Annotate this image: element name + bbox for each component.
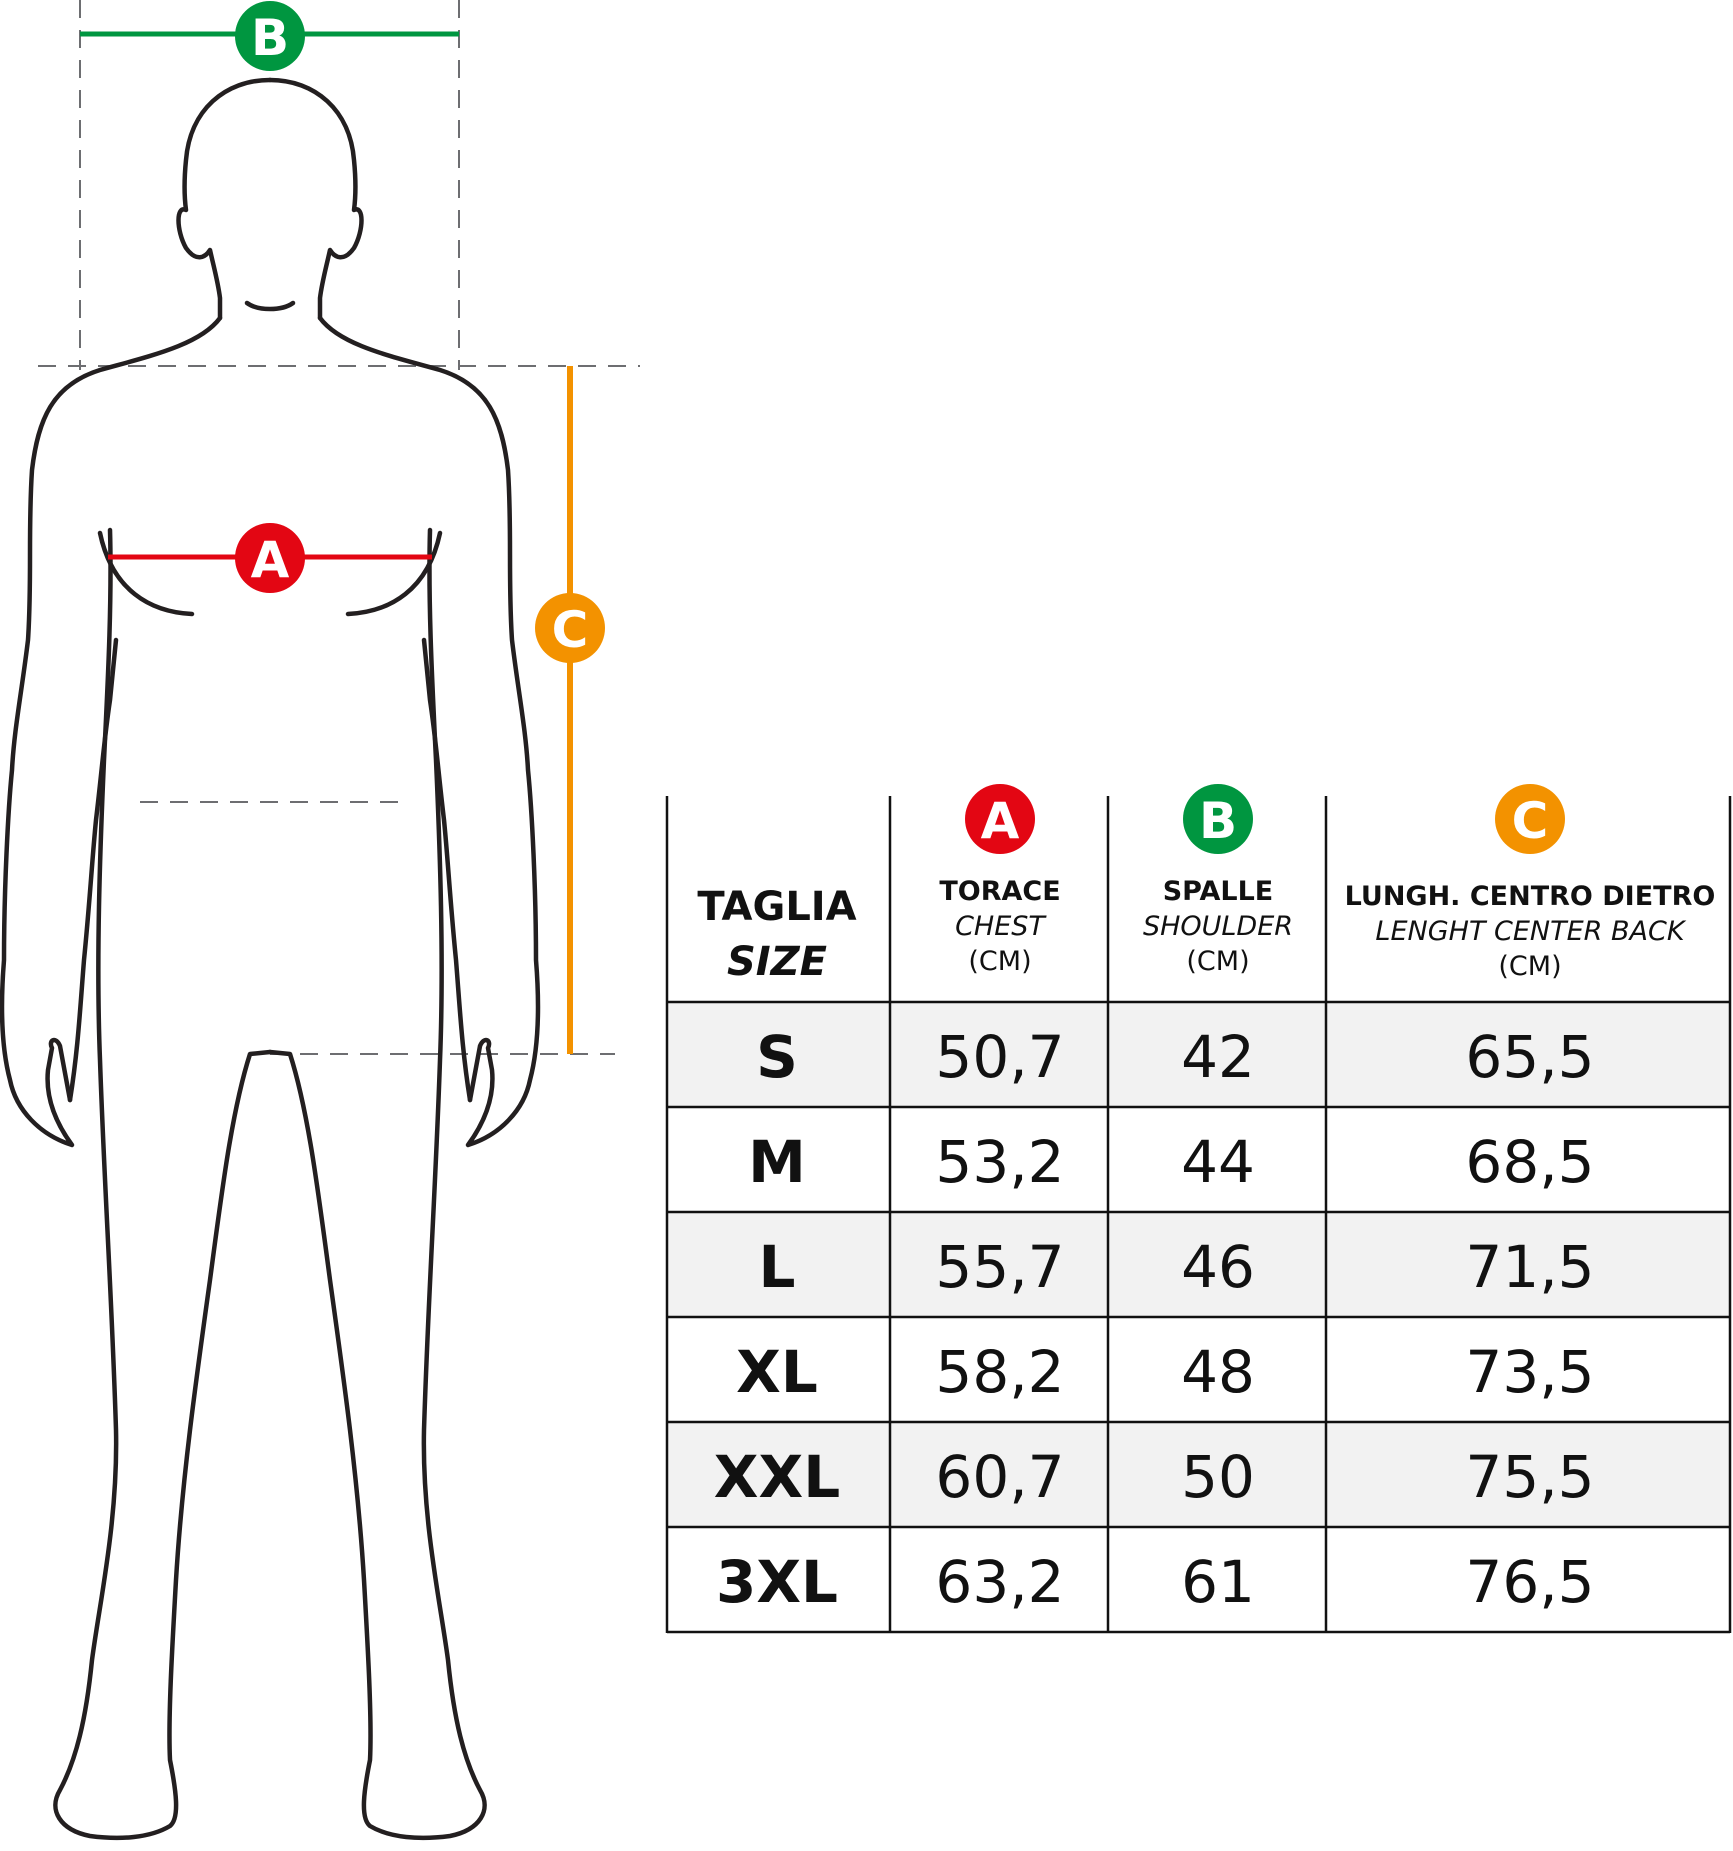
left-arm-inner [67, 637, 119, 1103]
cell-shoulder: 61 [1181, 1548, 1255, 1616]
cell-back: 68,5 [1465, 1128, 1594, 1196]
measure-a-badge [235, 523, 305, 593]
chin-line [244, 300, 296, 312]
header-b-letter: B [1199, 792, 1237, 850]
cell-shoulder: 48 [1181, 1338, 1255, 1406]
measure-a-letter: A [251, 531, 290, 589]
cell-shoulder: 44 [1181, 1128, 1255, 1196]
cell-back: 65,5 [1465, 1023, 1594, 1091]
cell-size: M [748, 1128, 806, 1196]
table-row: XXL 60,7 50 75,5 [714, 1443, 1595, 1511]
measure-c-letter: C [552, 601, 589, 659]
right-torso-side [267, 527, 487, 1841]
header-back-unit: (CM) [1498, 951, 1561, 982]
head-outline [176, 77, 273, 321]
row-shade-xxl [666, 1422, 1730, 1527]
row-shade-l [666, 1212, 1730, 1317]
measure-b-badge [235, 1, 305, 71]
chest-curve-right [345, 530, 443, 617]
chest-curve-left [97, 530, 195, 617]
header-back-en: LENGHT CENTER BACK [1375, 916, 1686, 947]
cell-size: 3XL [716, 1548, 838, 1616]
left-torso-side [53, 527, 273, 1841]
measure-b-letter: B [251, 9, 289, 67]
cell-shoulder: 46 [1181, 1233, 1255, 1301]
header-size: SIZE [727, 939, 827, 985]
cell-back: 71,5 [1465, 1233, 1594, 1301]
table-row: L 55,7 46 71,5 [759, 1233, 1595, 1301]
guide-lines [38, 0, 640, 1055]
cell-chest: 58,2 [935, 1338, 1064, 1406]
header-shoulder-column: B SPALLE SHOULDER (CM) [1143, 784, 1293, 977]
cell-chest: 50,7 [935, 1023, 1064, 1091]
header-back-column: C LUNGH. CENTRO DIETRO LENGHT CENTER BAC… [1345, 784, 1716, 982]
cell-back: 73,5 [1465, 1338, 1594, 1406]
table-row: M 53,2 44 68,5 [748, 1128, 1594, 1196]
head-outline-right [267, 77, 364, 321]
header-b-badge [1183, 784, 1253, 854]
cell-back: 76,5 [1465, 1548, 1594, 1616]
header-c-badge [1495, 784, 1565, 854]
table-row: XL 58,2 48 73,5 [736, 1338, 1594, 1406]
cell-size: L [759, 1233, 796, 1301]
measure-c-badge [535, 593, 605, 663]
cell-size: XL [736, 1338, 818, 1406]
cell-size: XXL [714, 1443, 840, 1511]
header-shoulder-en: SHOULDER [1143, 911, 1293, 942]
row-shade-s [666, 1002, 1730, 1107]
header-chest-column: A TORACE CHEST (CM) [939, 784, 1061, 977]
cell-size: S [756, 1023, 798, 1091]
body-outline-right [317, 315, 541, 1148]
table-row: 3XL 63,2 61 76,5 [716, 1548, 1595, 1616]
cell-shoulder: 42 [1181, 1023, 1255, 1091]
header-a-badge [965, 784, 1035, 854]
header-back-it: LUNGH. CENTRO DIETRO [1345, 881, 1716, 912]
size-table: TAGLIA SIZE A TORACE CHEST (CM) B SPALLE… [665, 784, 1732, 1634]
header-a-letter: A [981, 792, 1020, 850]
right-arm-inner [421, 637, 473, 1103]
table-row: S 50,7 42 65,5 [756, 1023, 1594, 1091]
cell-shoulder: 50 [1181, 1443, 1255, 1511]
cell-chest: 63,2 [935, 1548, 1064, 1616]
header-taglia: TAGLIA [697, 884, 856, 930]
header-chest-unit: (CM) [968, 946, 1031, 977]
body-illustration: B A C [0, 0, 640, 1841]
header-size-column: TAGLIA SIZE [697, 884, 856, 985]
table-grid [665, 796, 1732, 1634]
header-chest-en: CHEST [955, 911, 1047, 942]
cell-chest: 55,7 [935, 1233, 1064, 1301]
cell-chest: 60,7 [935, 1443, 1064, 1511]
cell-back: 75,5 [1465, 1443, 1594, 1511]
header-shoulder-it: SPALLE [1163, 876, 1274, 907]
header-shoulder-unit: (CM) [1186, 946, 1249, 977]
cell-chest: 53,2 [935, 1128, 1064, 1196]
header-chest-it: TORACE [939, 876, 1060, 907]
body-outline-left [0, 315, 223, 1148]
header-c-letter: C [1512, 792, 1549, 850]
